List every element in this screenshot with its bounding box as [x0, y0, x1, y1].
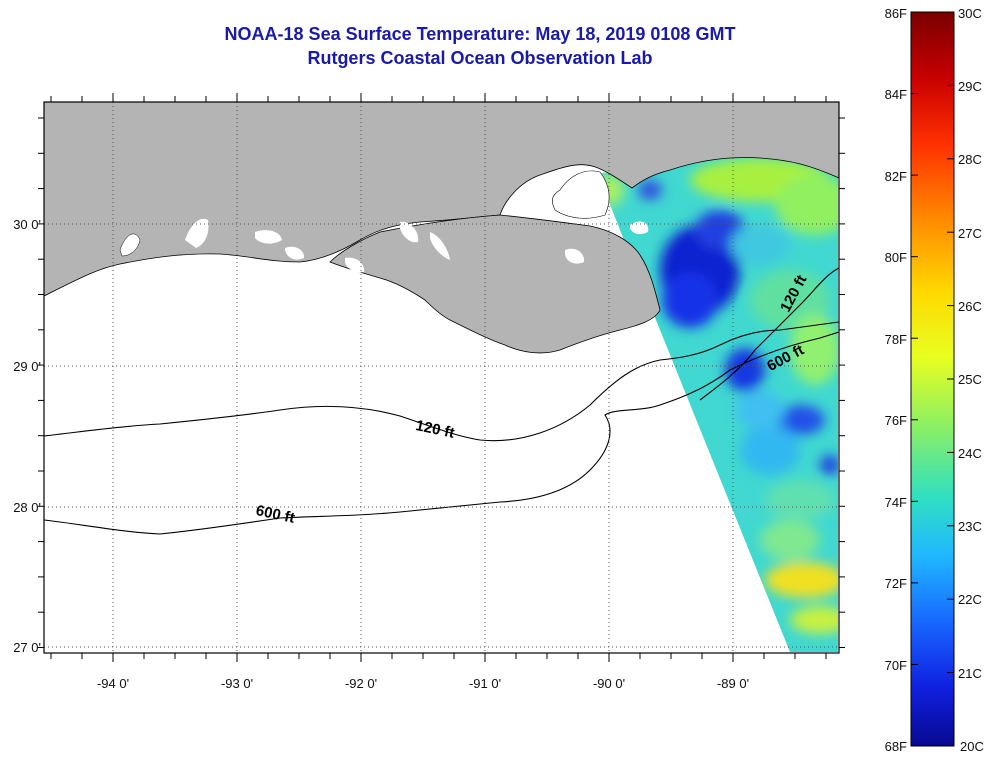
frame-ticks: [38, 93, 845, 662]
graticule: [44, 102, 839, 653]
fahrenheit-label: 74F: [885, 495, 907, 510]
celsius-label: 28C: [958, 152, 982, 167]
contour-600ft-line: [44, 331, 839, 535]
land-mass: [44, 102, 839, 354]
celsius-label: 23C: [958, 519, 982, 534]
latitude-label: 30 0': [13, 217, 41, 232]
fahrenheit-label: 84F: [885, 87, 907, 102]
longitude-label: -94 0': [97, 676, 129, 691]
title-line-lab: Rutgers Coastal Ocean Observation Lab: [307, 48, 653, 68]
longitude-label: -93 0': [221, 676, 253, 691]
map-frame: [43, 101, 840, 654]
celsius-label: 24C: [958, 446, 982, 461]
sst-swath: [598, 150, 838, 652]
celsius-label: 21C: [958, 666, 982, 681]
fahrenheit-label: 86F: [885, 6, 907, 21]
longitude-label: -92 0': [345, 676, 377, 691]
latitude-label: 29 0': [13, 359, 41, 374]
fahrenheit-label: 80F: [885, 250, 907, 265]
contour-120ft-line: [44, 321, 839, 442]
celsius-label: 26C: [958, 299, 982, 314]
title-line-satellite: NOAA-18 Sea Surface Temperature: May 18,…: [224, 24, 736, 44]
celsius-label: 29C: [958, 79, 982, 94]
fahrenheit-label: 78F: [885, 332, 907, 347]
longitude-axis: -94 0' -93 0' -92 0' -91 0' -90 0' -89 0…: [97, 676, 749, 691]
fahrenheit-label: 76F: [885, 413, 907, 428]
latitude-axis: 30 0' 29 0' 28 0' 27 0': [13, 217, 41, 655]
longitude-label: -91 0': [469, 676, 501, 691]
celsius-label: 20C: [960, 739, 984, 754]
temperature-colorbar: 86F 84F 82F 80F 78F 76F 74F 72F 70F 68F …: [885, 6, 984, 754]
celsius-label: 30C: [958, 6, 982, 21]
celsius-label: 27C: [958, 226, 982, 241]
fahrenheit-label: 82F: [885, 169, 907, 184]
colorbar-ticks: [911, 11, 954, 747]
colorbar-scale: [910, 11, 955, 747]
longitude-label: -89 0': [717, 676, 749, 691]
fahrenheit-label: 72F: [885, 576, 907, 591]
fahrenheit-label: 70F: [885, 658, 907, 673]
celsius-label: 25C: [958, 372, 982, 387]
contour-eastern-shelf-line: [699, 267, 839, 401]
latitude-label: 28 0': [13, 500, 41, 515]
celsius-label: 22C: [958, 592, 982, 607]
bathymetry-contours: [44, 267, 839, 535]
longitude-label: -90 0': [593, 676, 625, 691]
chart-title: NOAA-18 Sea Surface Temperature: May 18,…: [40, 22, 920, 70]
latitude-label: 27 0': [13, 640, 41, 655]
fahrenheit-label: 68F: [885, 739, 907, 754]
